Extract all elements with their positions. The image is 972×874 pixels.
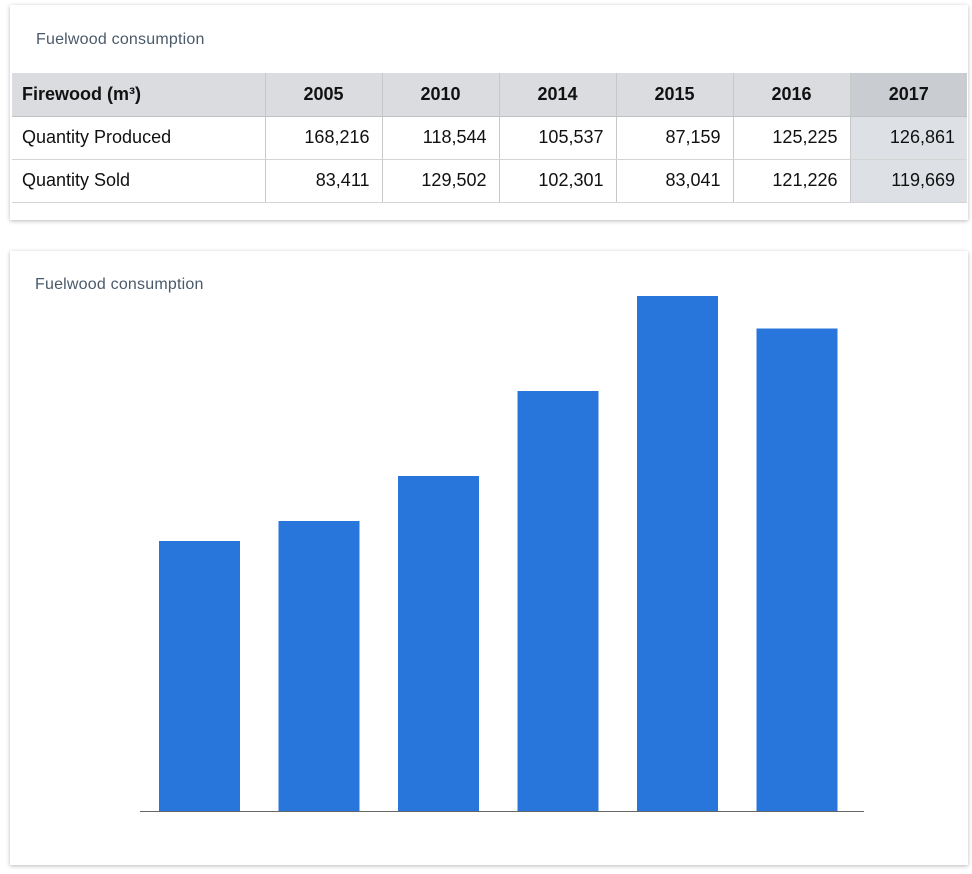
header-year: 2014 (499, 73, 617, 117)
bar-group (159, 296, 838, 811)
table-cell: 87,159 (616, 116, 734, 160)
fuelwood-table: Firewood (m³) 2005 2010 2014 2015 2016 2… (12, 73, 967, 203)
table-cell: 83,411 (265, 159, 383, 203)
header-firewood-unit: Firewood (m³) (12, 73, 266, 117)
header-year: 2010 (382, 73, 500, 117)
table-cell: 125,225 (733, 116, 851, 160)
header-year: 2016 (733, 73, 851, 117)
table-card: Fuelwood consumption Firewood (m³) 2005 … (10, 5, 968, 220)
bar (637, 296, 718, 811)
bar (398, 476, 479, 811)
table-cell: 168,216 (265, 116, 383, 160)
table-cell: 121,226 (733, 159, 851, 203)
header-year-highlighted: 2017 (850, 73, 967, 117)
bar (278, 521, 360, 811)
bar (756, 328, 838, 811)
bar (159, 541, 240, 811)
table-cell: 118,544 (382, 116, 500, 160)
table-row: Quantity Produced 168,216 118,544 105,53… (12, 116, 967, 160)
table-cell-highlighted: 119,669 (850, 159, 967, 203)
header-year: 2005 (265, 73, 383, 117)
table-row: Quantity Sold 83,411 129,502 102,301 83,… (12, 159, 967, 203)
bar-chart (140, 296, 864, 812)
chart-title: Fuelwood consumption (35, 276, 204, 293)
bar (517, 391, 599, 811)
table-cell: 102,301 (499, 159, 617, 203)
table-cell: 129,502 (382, 159, 500, 203)
table-header-row: Firewood (m³) 2005 2010 2014 2015 2016 2… (12, 73, 967, 117)
table-cell: 105,537 (499, 116, 617, 160)
table-cell: 83,041 (616, 159, 734, 203)
row-label: Quantity Sold (12, 159, 266, 203)
row-label: Quantity Produced (12, 116, 266, 160)
chart-card: Fuelwood consumption (10, 251, 968, 865)
table-title: Fuelwood consumption (36, 31, 205, 48)
header-year: 2015 (616, 73, 734, 117)
table-cell-highlighted: 126,861 (850, 116, 967, 160)
